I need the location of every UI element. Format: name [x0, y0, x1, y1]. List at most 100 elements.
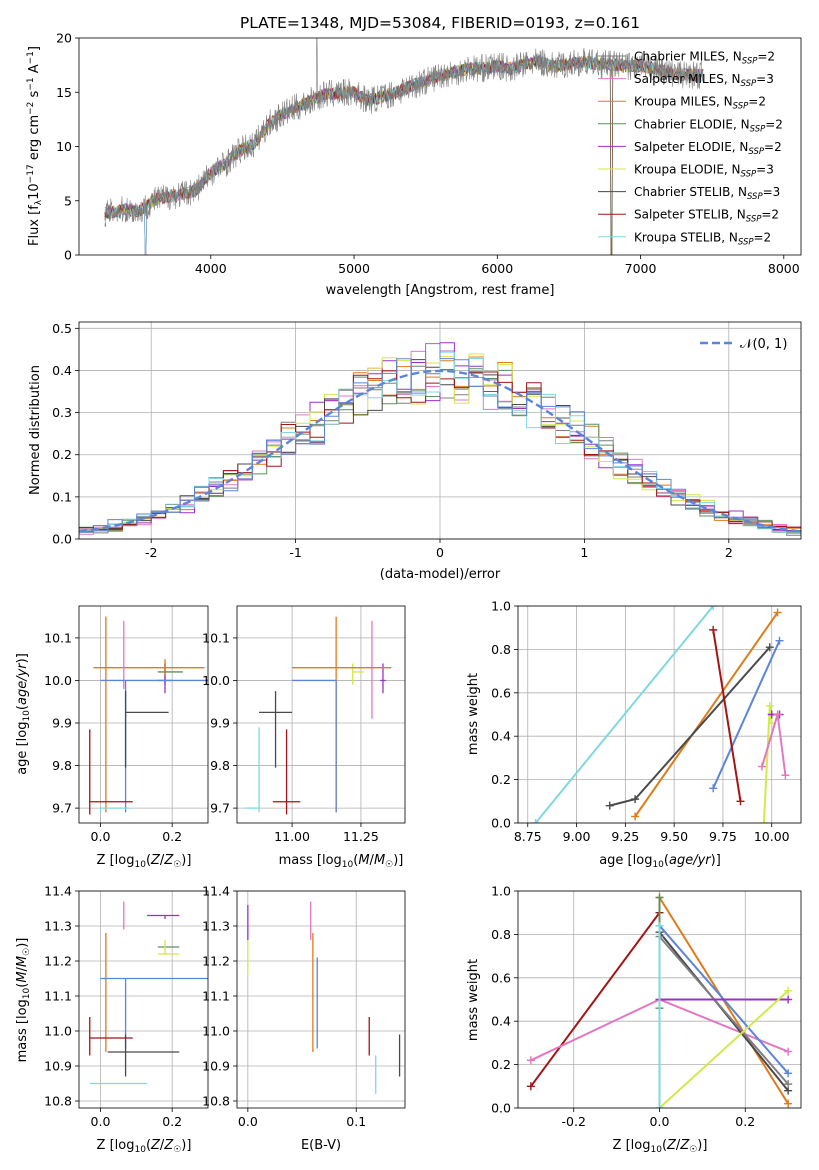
x-tick-label: 7000: [625, 261, 657, 276]
grid: [79, 890, 208, 1108]
y-tick-label: 10.9: [202, 1059, 230, 1074]
y-axis-label: Flux [fλ10−17 erg cm−2 s−1 A−1]: [26, 46, 44, 246]
label-part: (: [664, 853, 669, 868]
label-part: )]: [711, 853, 721, 868]
x-tick-label: 0.2: [735, 1114, 755, 1129]
grid: [237, 606, 405, 823]
legend-label: Kroupa ELODIE, NSSP=3: [634, 163, 774, 180]
label-part: Z: [150, 853, 161, 868]
label-part: ]: [27, 46, 42, 51]
legend-suffix: =2: [761, 208, 779, 222]
plot-area: [531, 606, 790, 823]
plot-area: [79, 342, 801, 537]
series-line: [712, 629, 742, 802]
x-tick-label: 0.0: [238, 1114, 258, 1129]
plot-area: [89, 901, 208, 1085]
x-axis-label: wavelength [Angstrom, rest frame]: [326, 283, 555, 298]
legend-label: 𝒩(0, 1): [740, 337, 787, 352]
label-part: )]: [15, 653, 30, 663]
x-tick-label: -0.2: [562, 1114, 586, 1129]
series-marker: [784, 986, 793, 995]
label-part: M: [358, 853, 369, 868]
label-part: Z [log: [613, 1138, 651, 1153]
legend-subscript: SSP: [750, 124, 766, 134]
x-axis-label: age [log10(age/yr)]: [599, 853, 721, 870]
y-tick-label: 11.4: [44, 884, 72, 899]
series-marker: [765, 701, 774, 710]
y-tick-label: 1.0: [491, 884, 511, 899]
y-tick-label: 9.9: [210, 716, 230, 731]
x-tick-label: 0.1: [346, 1114, 366, 1129]
label-part: erg cm: [27, 115, 42, 164]
y-tick-label: 9.7: [210, 801, 230, 816]
series-marker: [784, 1080, 793, 1089]
label-part: λ: [34, 199, 44, 205]
x-tick-label: 0.0: [650, 1114, 670, 1129]
panel-weight_vs_z: -0.2 0.0 0.20.00.20.40.60.81.0Z [log10(Z/Z…: [466, 884, 802, 1155]
label-part: ☉: [689, 1145, 697, 1155]
series-marker: [757, 762, 766, 771]
label-part: age/yr: [669, 853, 712, 868]
label-part: )]: [15, 938, 30, 948]
legend-label: Chabrier MILES, NSSP=2: [634, 50, 775, 67]
y-tick-label: 0.8: [491, 642, 511, 657]
axes-frame: [78, 37, 802, 256]
grid: [79, 606, 208, 823]
x-axis-label: (data-model)/error: [380, 567, 501, 582]
y-tick-label: 0.4: [491, 1014, 511, 1029]
y-tick-label: 15: [56, 85, 72, 100]
label-part: 10: [22, 710, 32, 722]
series-marker: [759, 819, 768, 823]
series-line: [609, 646, 771, 807]
x-tick-label: 1: [580, 545, 588, 560]
x-tick-label: -2: [145, 545, 157, 560]
series-marker: [784, 995, 793, 1004]
series-marker: [709, 784, 718, 793]
x-tick-label: 2: [725, 545, 733, 560]
y-axis-label: mass weight: [466, 959, 481, 1041]
errorbar-point: [245, 727, 260, 813]
legend-suffix: =2: [765, 117, 783, 131]
errorbar-point: [107, 1034, 180, 1077]
label-part: )]: [181, 1138, 191, 1153]
x-tick-label: 0.2: [162, 829, 182, 844]
label-part: )]: [181, 853, 191, 868]
x-tick-label: 11.25: [343, 829, 379, 844]
series-marker: [765, 643, 774, 652]
y-tick-label: 9.9: [52, 716, 72, 731]
x-tick-label: 0.0: [91, 829, 111, 844]
axes-frame: [236, 890, 406, 1109]
legend-text: Chabrier STELIB, N: [634, 185, 747, 199]
label-part: ☉: [22, 948, 32, 956]
y-tick-label: 11.2: [44, 954, 72, 969]
y-tick-label: 0.0: [491, 816, 511, 831]
y-axis-label: age [log10(age/yr)]: [15, 653, 32, 775]
series-marker: [605, 801, 614, 810]
y-tick-label: 0.2: [491, 1057, 511, 1072]
series-marker: [631, 812, 640, 821]
y-tick-label: 11.1: [202, 989, 230, 1004]
errorbar-point: [292, 679, 337, 813]
y-tick-label: 11.0: [202, 1024, 230, 1039]
series-marker: [773, 710, 782, 719]
label-part: 10: [650, 1145, 662, 1155]
y-tick-label: 9.8: [52, 758, 72, 773]
y-tick-label: 0.8: [491, 927, 511, 942]
y-tick-label: 10.0: [202, 673, 230, 688]
series-line: [658, 935, 789, 1085]
legend-subscript: SSP: [742, 57, 758, 67]
y-tick-label: 20: [56, 31, 72, 46]
series-line: [658, 990, 789, 1108]
weight-series: [709, 625, 745, 806]
label-part: (: [15, 705, 30, 710]
x-tick-label: 5000: [338, 261, 370, 276]
y-tick-label: 11.2: [202, 954, 230, 969]
label-part: Z: [163, 1138, 174, 1153]
label-part: 10: [27, 183, 42, 200]
x-tick-label: 9.00: [563, 829, 591, 844]
legend-suffix: =2: [764, 140, 782, 154]
errorbar-point: [147, 914, 180, 919]
label-part: −2: [26, 102, 36, 115]
